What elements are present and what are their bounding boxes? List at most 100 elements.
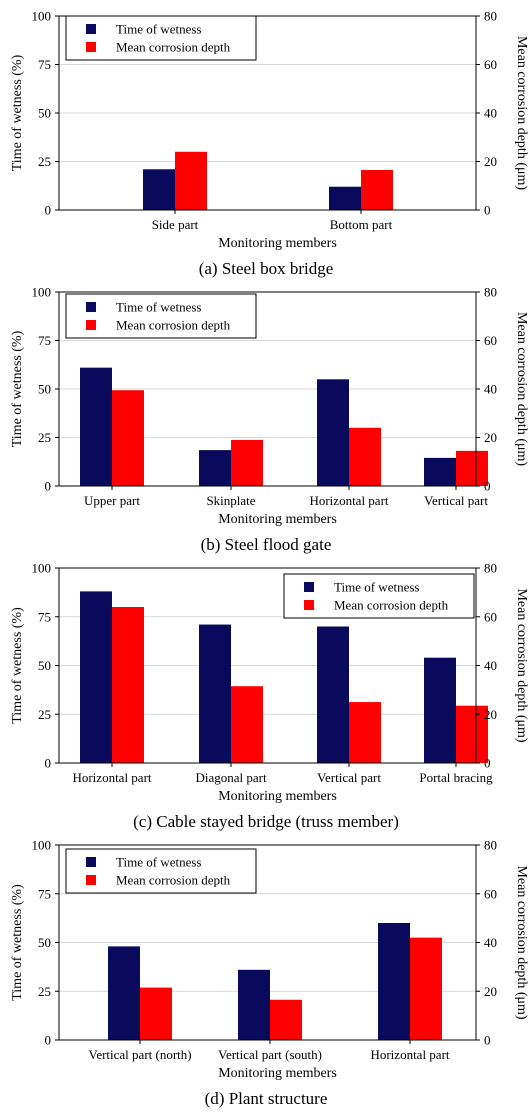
y-left-tick-label: 0 [45,203,52,218]
y-left-tick-label: 100 [32,285,52,300]
y-left-tick-label: 75 [38,57,51,72]
legend-box [65,848,257,894]
bar-mean-corrosion-depth [112,607,144,763]
y-right-tick-label: 80 [484,9,497,24]
x-tick-label: Diagonal part [195,770,267,785]
bar-time-of-wetness [424,657,456,763]
chart-panel-b: Upper part Skinplate Horizontal part Vertic… [10,285,529,555]
legend-label: Mean corrosion depth [334,598,449,613]
bar-mean-corrosion-depth [231,439,263,486]
y-right-tick-label: 60 [484,886,497,901]
legend-swatch [86,302,96,312]
y-left-tick-label: 100 [32,838,52,853]
y-right-tick-label: 60 [484,57,497,72]
y-left-tick-label: 25 [38,154,51,169]
bar-time-of-wetness [80,367,112,486]
x-tick-label: Portal bracing [419,770,493,785]
y-left-tick-label: 100 [32,561,52,576]
y-right-axis-label: Mean corrosion depth (μm) [514,588,529,742]
x-tick-label: Horizontal part [370,1047,449,1062]
bar-mean-corrosion-depth [361,169,393,210]
y-right-axis-label: Mean corrosion depth (μm) [514,312,529,466]
legend-swatch [304,582,314,592]
panel-caption: (c) Cable stayed bridge (truss member) [133,812,399,831]
y-right-tick-label: 80 [484,561,497,576]
y-right-tick-label: 60 [484,609,497,624]
bar-time-of-wetness [329,186,361,210]
bar-time-of-wetness [199,450,231,486]
x-axis-label: Monitoring members [218,236,337,251]
y-left-axis-label: Time of wetness (%) [10,884,25,1001]
bar-mean-corrosion-depth [349,427,381,486]
y-left-tick-label: 25 [38,984,51,999]
legend-swatch [86,42,96,52]
y-right-tick-label: 0 [484,203,491,218]
legend-box [65,293,257,339]
y-right-tick-label: 80 [484,838,497,853]
x-tick-label: Side part [152,217,199,232]
x-tick-label: Vertical part [424,493,488,508]
legend-label: Time of wetness [116,22,201,37]
bar-time-of-wetness [199,624,231,763]
y-left-axis-label: Time of wetness (%) [10,607,25,724]
y-left-tick-label: 50 [38,658,51,673]
y-right-tick-label: 0 [484,756,491,771]
legend-swatch [304,600,314,610]
y-left-axis-label: Time of wetness (%) [10,330,25,447]
bar-mean-corrosion-depth [270,999,302,1040]
chart-panel-a: Side part Bottom part 0 25 50 75 100 0 20 40 60 80 T… [10,9,529,279]
y-right-tick-label: 40 [484,382,497,397]
bar-mean-corrosion-depth [112,390,144,486]
y-left-tick-label: 75 [38,609,51,624]
y-left-tick-label: 0 [45,479,52,494]
x-tick-label: Bottom part [330,217,393,232]
x-tick-label: Vertical part [317,770,381,785]
bar-mean-corrosion-depth [456,450,488,486]
legend: Time of wetness Mean corrosion depth [283,573,475,619]
x-tick-label: Skinplate [206,493,255,508]
bar-mean-corrosion-depth [456,705,488,763]
legend: Time of wetness Mean corrosion depth [65,15,257,61]
y-right-tick-label: 20 [484,707,497,722]
legend: Time of wetness Mean corrosion depth [65,848,257,894]
legend: Time of wetness Mean corrosion depth [65,293,257,339]
chart-panel-c: Horizontal part Diagonal part Vertical par… [10,561,529,832]
x-axis-label: Monitoring members [218,512,337,527]
y-left-tick-label: 50 [38,935,51,950]
legend-label: Mean corrosion depth [116,40,231,55]
y-right-tick-label: 0 [484,479,491,494]
y-left-tick-label: 100 [32,9,52,24]
x-axis-label: Monitoring members [218,789,337,804]
panel-caption: (b) Steel flood gate [201,535,332,554]
x-tick-label: Horizontal part [72,770,151,785]
x-tick-label: Horizontal part [309,493,388,508]
legend-swatch [86,857,96,867]
bar-mean-corrosion-depth [410,937,442,1040]
y-left-tick-label: 25 [38,430,51,445]
y-left-tick-label: 75 [38,333,51,348]
y-right-tick-label: 20 [484,154,497,169]
legend-label: Mean corrosion depth [116,873,231,888]
y-right-tick-label: 80 [484,285,497,300]
bar-time-of-wetness [80,591,112,763]
bar-mean-corrosion-depth [349,702,381,763]
y-left-tick-label: 50 [38,106,51,121]
y-right-tick-label: 60 [484,333,497,348]
y-right-tick-label: 40 [484,935,497,950]
x-tick-label: Upper part [84,493,140,508]
x-tick-label: Vertical part (north) [88,1047,191,1062]
legend-swatch [86,875,96,885]
y-right-tick-label: 40 [484,106,497,121]
y-left-tick-label: 75 [38,886,51,901]
bar-time-of-wetness [143,169,175,210]
legend-label: Time of wetness [334,580,419,595]
bar-mean-corrosion-depth [231,686,263,763]
y-left-tick-label: 0 [45,1033,52,1048]
y-left-axis-label: Time of wetness (%) [10,54,25,171]
bar-mean-corrosion-depth [175,151,207,210]
y-right-axis-label: Mean corrosion depth (μm) [514,36,529,190]
bar-time-of-wetness [238,969,270,1040]
legend-box [65,15,257,61]
